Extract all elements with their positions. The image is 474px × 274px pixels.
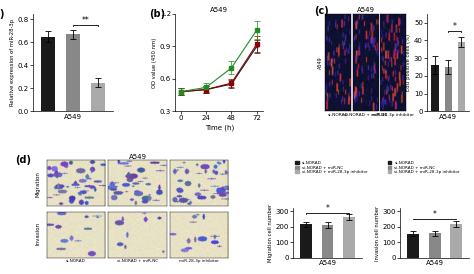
Title: A549: A549 xyxy=(210,7,228,13)
Bar xyxy=(66,34,80,111)
Text: (b): (b) xyxy=(149,9,165,19)
Y-axis label: Migration cell number: Migration cell number xyxy=(267,204,273,262)
Bar xyxy=(300,224,312,258)
Bar xyxy=(445,67,452,111)
Bar xyxy=(91,82,105,111)
X-axis label: miR-28-3p inhibitor: miR-28-3p inhibitor xyxy=(372,113,414,117)
X-axis label: si-NORAD + miR-NC: si-NORAD + miR-NC xyxy=(344,113,387,117)
Bar xyxy=(407,234,419,258)
Title: A549: A549 xyxy=(128,154,146,160)
X-axis label: A549: A549 xyxy=(319,260,337,266)
Bar xyxy=(429,233,441,258)
Bar xyxy=(321,225,334,258)
Text: *: * xyxy=(433,210,437,219)
Bar xyxy=(41,37,55,111)
Bar xyxy=(343,217,355,258)
Legend: si-NORAD, si-NORAD + miR-NC, si-NORAD + miR-28-3p inhibitor: si-NORAD, si-NORAD + miR-NC, si-NORAD + … xyxy=(387,161,461,175)
Bar xyxy=(450,224,462,258)
Text: (a): (a) xyxy=(0,9,5,19)
Text: **: ** xyxy=(82,16,90,25)
Text: *: * xyxy=(453,22,456,31)
X-axis label: si-NORAD + miR-NC: si-NORAD + miR-NC xyxy=(117,259,158,263)
X-axis label: A549: A549 xyxy=(64,114,82,120)
X-axis label: miR-28-3p inhibitor: miR-28-3p inhibitor xyxy=(179,259,219,263)
Y-axis label: OD value (450 nm): OD value (450 nm) xyxy=(152,37,157,88)
Legend: si-NORAD, si-NORAD + miR-NC, si-NORAD + miR-28-3p inhibitor: si-NORAD, si-NORAD + miR-NC, si-NORAD + … xyxy=(295,161,368,175)
Y-axis label: Invasion cell number: Invasion cell number xyxy=(374,205,380,261)
Text: (c): (c) xyxy=(314,6,328,16)
X-axis label: A549: A549 xyxy=(426,260,444,266)
Y-axis label: Relative expression of miR-28-3p: Relative expression of miR-28-3p xyxy=(10,19,15,106)
Y-axis label: EdU positive cells (%): EdU positive cells (%) xyxy=(406,34,411,91)
Text: (d): (d) xyxy=(15,155,31,165)
Y-axis label: A549: A549 xyxy=(318,56,323,69)
Bar xyxy=(458,42,465,111)
X-axis label: si-NORAD: si-NORAD xyxy=(328,113,349,117)
Bar xyxy=(431,65,438,111)
X-axis label: A549: A549 xyxy=(439,114,457,120)
Text: Migration: Migration xyxy=(35,172,40,197)
X-axis label: si-NORAD: si-NORAD xyxy=(66,259,86,263)
X-axis label: Time (h): Time (h) xyxy=(205,124,234,131)
Title: A549: A549 xyxy=(356,7,374,13)
Text: *: * xyxy=(326,204,329,213)
Text: Invasion: Invasion xyxy=(35,222,40,245)
